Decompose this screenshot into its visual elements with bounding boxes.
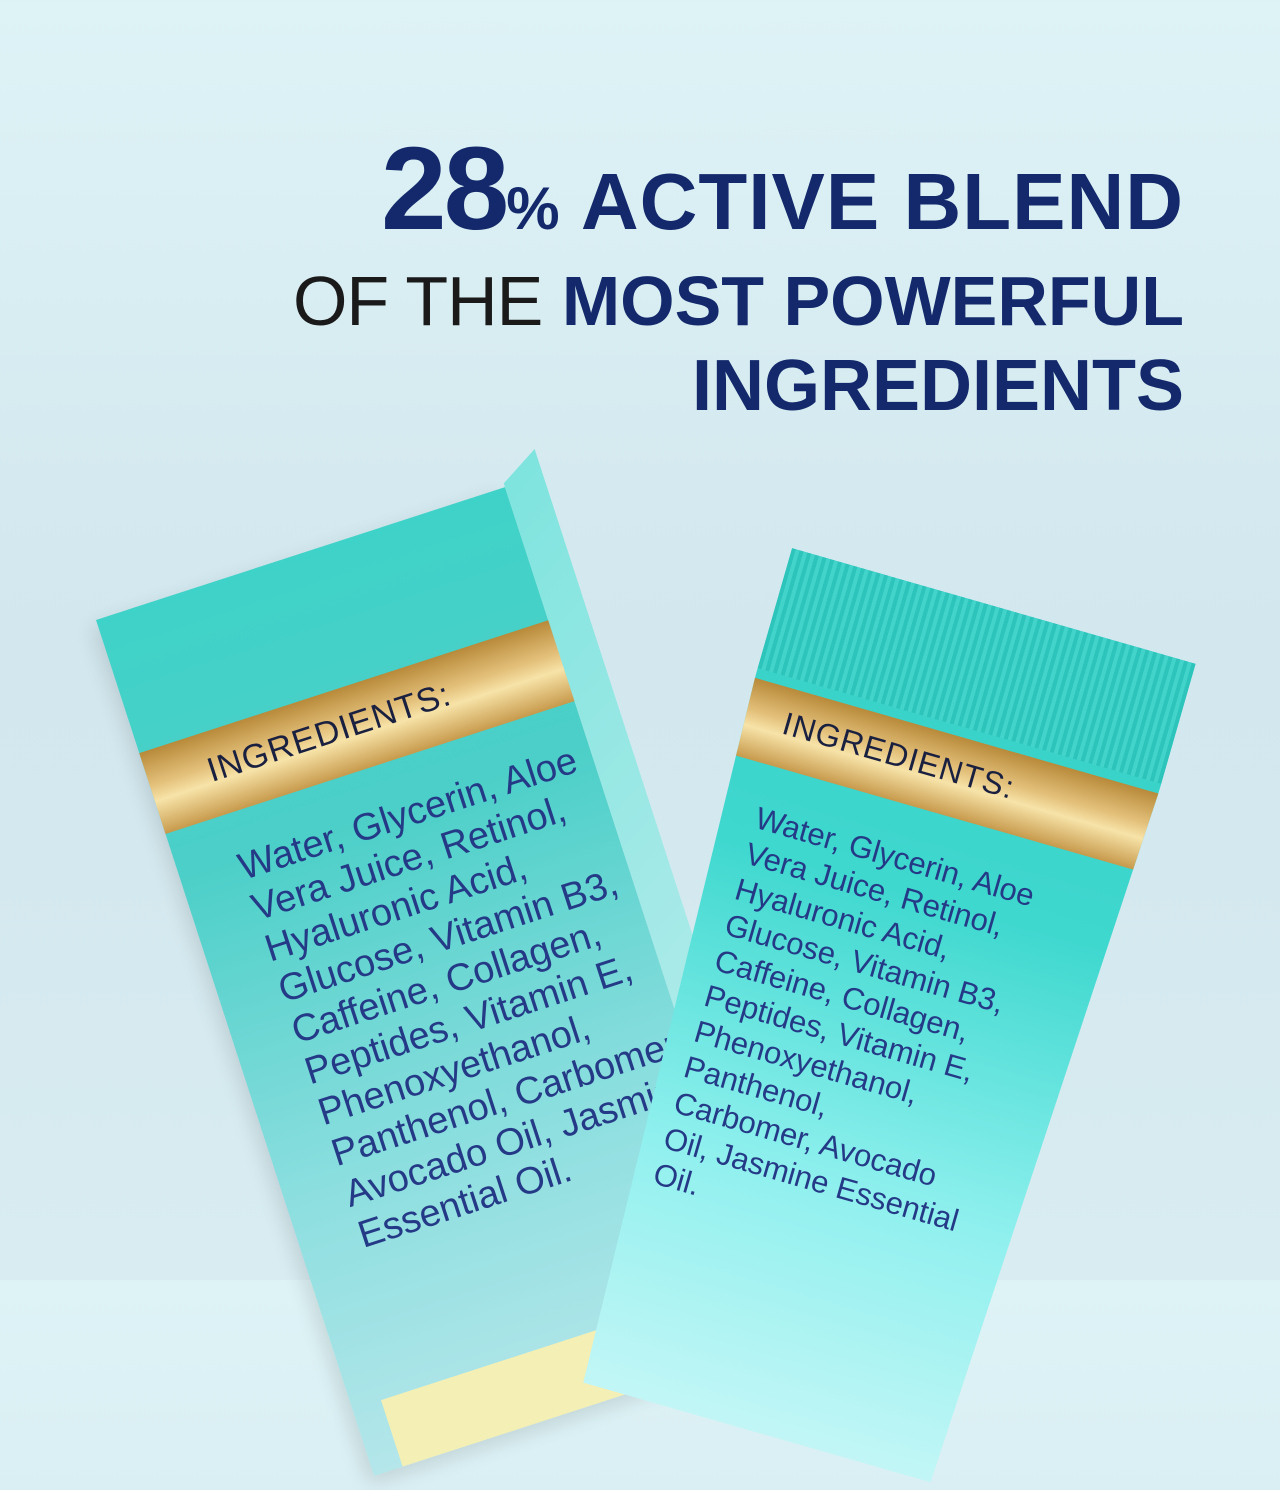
of-the-text: OF THE	[292, 262, 543, 340]
ingredients-heading: INGREDIENTS	[691, 346, 1184, 426]
most-powerful-text: MOST POWERFUL	[561, 262, 1184, 340]
headline-line-2: OF THE MOST POWERFUL	[293, 266, 1184, 336]
active-blend-text: ACTIVE BLEND	[580, 157, 1184, 246]
percent-number: 28	[380, 123, 509, 255]
headline: 28% ACTIVE BLEND OF THE MOST POWERFUL IN…	[293, 130, 1184, 422]
headline-line-1: 28% ACTIVE BLEND	[293, 130, 1184, 248]
tube-ingredients-list: Water, Glycerin, Aloe Vera Juice, Retino…	[649, 800, 1039, 1239]
percent-sign: %	[506, 175, 561, 242]
